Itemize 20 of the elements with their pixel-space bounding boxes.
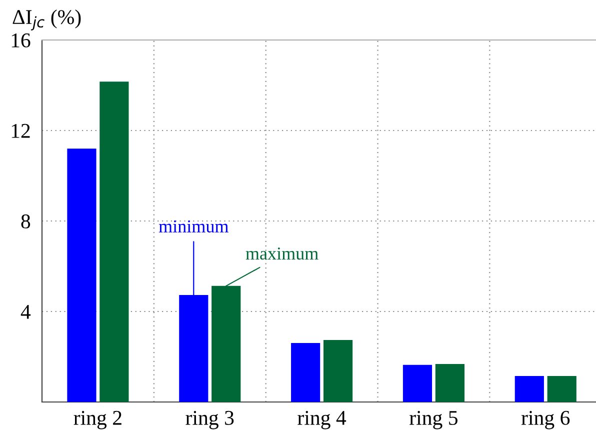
y-axis-title: ΔI$_{jc}$ (%): [12, 9, 81, 30]
y-tick-label: 16: [12, 33, 30, 48]
bar: [402, 364, 432, 402]
bar: [67, 148, 96, 402]
bar: [291, 342, 320, 402]
series-label: maximum: [246, 248, 318, 260]
text: minimum: [158, 220, 228, 232]
x-tick-label: ring 2: [74, 410, 122, 430]
bar: [435, 364, 464, 402]
x-tick-label: ring 5: [410, 410, 458, 430]
y-tick-label: 12: [12, 124, 30, 138]
bar: [547, 376, 576, 402]
x-tick-label: ring 4: [298, 410, 346, 430]
bar: [514, 376, 544, 402]
y-tick-label: 8: [21, 214, 30, 228]
y-tick-label: 4: [20, 305, 31, 319]
bar: [323, 340, 353, 402]
bar: [100, 82, 129, 402]
x-tick-label: ring 6: [521, 410, 570, 430]
x-tick-label: ring 3: [186, 410, 234, 430]
